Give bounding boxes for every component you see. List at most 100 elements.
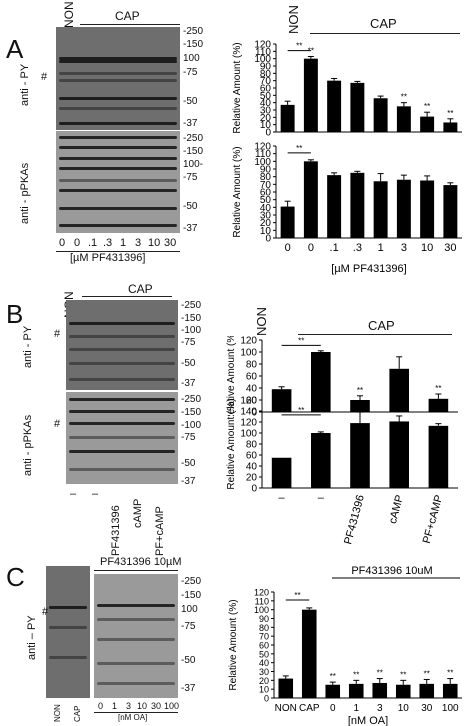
x-tick-label: 3 bbox=[377, 703, 383, 714]
bar bbox=[301, 609, 317, 698]
y-tick-label: 30 bbox=[260, 211, 272, 222]
y-tick-label: 80 bbox=[246, 440, 258, 451]
y-tick-label: 100 bbox=[240, 348, 257, 359]
significance-mark: ** bbox=[357, 386, 363, 395]
chart-a-top: Relative Amount (%) 010203040506070809010… bbox=[232, 40, 462, 139]
x-tick-label: CAP bbox=[299, 703, 320, 714]
y-tick-label: 100 bbox=[254, 54, 271, 65]
mw-marker: -50 bbox=[183, 201, 198, 212]
y-tick-label: 160 bbox=[240, 396, 257, 407]
bar bbox=[389, 421, 409, 488]
mw-marker: -75 bbox=[181, 432, 196, 443]
y-tick-label: 0 bbox=[251, 408, 257, 417]
bar bbox=[419, 683, 435, 698]
y-tick-label: 90 bbox=[260, 165, 272, 176]
y-tick-label: 110 bbox=[255, 47, 271, 58]
bracket-label: ** bbox=[296, 42, 302, 51]
y-tick-label: 140 bbox=[240, 407, 257, 418]
lane-label: – bbox=[92, 488, 99, 500]
y-tick-label: 0 bbox=[265, 234, 271, 245]
bracket-label: ** bbox=[294, 591, 300, 600]
x-tick-label: – bbox=[318, 492, 325, 504]
bar bbox=[428, 425, 449, 488]
significance-mark: ** bbox=[353, 670, 359, 679]
chart-b-bottom: Relative Amount (%) 020406080100120140160… bbox=[226, 396, 458, 546]
mw-marker: -150 bbox=[181, 313, 202, 324]
y-tick-label: 100 bbox=[240, 429, 257, 440]
bar bbox=[311, 433, 331, 488]
mw-marker: -50 bbox=[183, 96, 198, 107]
mw-marker: -37 bbox=[181, 476, 196, 487]
mw-marker: -250 bbox=[181, 300, 202, 311]
bracket-label: ** bbox=[296, 144, 302, 153]
y-tick-label: 20 bbox=[260, 113, 272, 124]
mw-marker: -50 bbox=[181, 655, 196, 666]
y-tick-label: 80 bbox=[260, 69, 272, 80]
y-tick-label: 60 bbox=[260, 188, 272, 199]
significance-mark: ** bbox=[424, 669, 430, 678]
panel-b-py-blot bbox=[66, 300, 178, 390]
mw-marker: -150 bbox=[181, 407, 202, 418]
y-tick-label: 60 bbox=[260, 84, 272, 95]
lane-label: 1 bbox=[112, 701, 118, 711]
panel-a-cap-label: CAP bbox=[115, 9, 140, 23]
y-tick-label: 40 bbox=[260, 203, 272, 214]
panel-c-lane-line bbox=[94, 712, 178, 713]
mw-marker: -75 bbox=[181, 337, 196, 348]
lane-label: – bbox=[70, 488, 77, 500]
mw-marker: -75 bbox=[183, 67, 198, 78]
lane-label: 1 bbox=[120, 237, 127, 249]
mw-marker: 100 bbox=[181, 604, 198, 615]
panel-a-py-label: anti - PY bbox=[19, 63, 31, 106]
panel-a-py-blot bbox=[56, 27, 180, 130]
lane-label: 30 bbox=[151, 701, 162, 711]
panel-a-ppkas-blot bbox=[56, 131, 180, 233]
y-tick-label: 10 bbox=[260, 120, 272, 131]
bar bbox=[442, 683, 458, 698]
y-tick-label: 10 bbox=[260, 226, 272, 237]
panel-a-non-label: NON bbox=[62, 1, 76, 28]
mw-marker: -250 bbox=[183, 133, 204, 144]
panel-b-ppkas-label: anti - pPKAs bbox=[22, 414, 34, 476]
y-tick-label: 80 bbox=[246, 360, 258, 371]
panel-c-control-blot bbox=[46, 566, 90, 698]
x-tick-label: 0 bbox=[285, 242, 291, 254]
panel-a-cap-line bbox=[80, 24, 180, 25]
y-axis-label: Relative Amount (%) bbox=[226, 336, 237, 416]
y-tick-label: 20 bbox=[259, 676, 269, 686]
lane-label: 0 bbox=[59, 237, 66, 249]
mw-marker: 100- bbox=[183, 159, 204, 170]
lane-label: 30 bbox=[164, 237, 177, 249]
mw-marker: -150 bbox=[183, 39, 204, 50]
panel-c-hash: # bbox=[42, 606, 49, 618]
y-tick-label: 10 bbox=[259, 685, 269, 695]
lane-label: 100 bbox=[164, 701, 180, 711]
x-tick-label: 30 bbox=[421, 703, 433, 714]
bar bbox=[278, 678, 294, 698]
y-axis-label: Relative Amount (%) bbox=[228, 599, 239, 690]
x-tick-label: – bbox=[279, 492, 286, 504]
panel-b-chart-non: NON bbox=[254, 307, 269, 336]
panel-a-ppkas-label: anti - pPKAs bbox=[19, 162, 31, 224]
y-tick-label: 0 bbox=[265, 128, 271, 139]
bracket-label: ** bbox=[298, 406, 304, 415]
significance-mark: ** bbox=[424, 102, 430, 111]
y-tick-label: 30 bbox=[260, 106, 272, 117]
bar bbox=[280, 206, 295, 238]
x-axis-label: [µM PF431396] bbox=[331, 263, 406, 275]
y-tick-label: 60 bbox=[246, 451, 258, 462]
lane-label: 0 bbox=[74, 237, 81, 249]
x-tick-label: 10 bbox=[421, 242, 433, 254]
bracket-label: ** bbox=[298, 336, 304, 345]
mw-marker: -75 bbox=[181, 621, 196, 632]
x-tick-label: 1 bbox=[378, 242, 384, 254]
mw-marker: -50 bbox=[181, 458, 196, 469]
mw-marker: -37 bbox=[181, 683, 196, 694]
panel-a-chart-cap: CAP bbox=[370, 16, 397, 31]
panel-b-py-label: anti - PY bbox=[22, 325, 34, 368]
x-tick-label: 0 bbox=[308, 242, 314, 254]
lane-label: CAP bbox=[73, 705, 82, 722]
y-tick-label: 50 bbox=[260, 195, 272, 206]
lane-label: 10 bbox=[137, 701, 148, 711]
y-tick-label: 60 bbox=[246, 372, 258, 383]
